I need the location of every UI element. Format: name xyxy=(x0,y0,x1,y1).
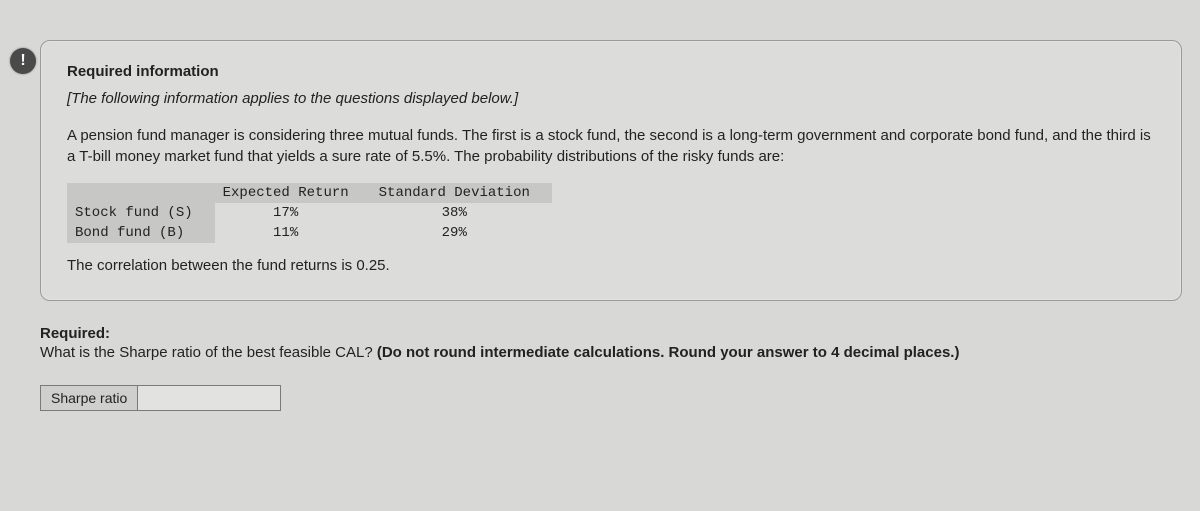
required-instruction: (Do not round intermediate calculations.… xyxy=(377,344,960,361)
required-label: Required: xyxy=(40,325,1182,342)
distribution-table: Expected Return Standard Deviation Stock… xyxy=(67,183,552,243)
info-heading: Required information xyxy=(67,63,1155,80)
row-er-bond: 11% xyxy=(215,223,371,243)
info-subheading: [The following information applies to th… xyxy=(67,90,1155,107)
row-sd-stock: 38% xyxy=(371,203,552,223)
row-label-bond: Bond fund (B) xyxy=(67,223,215,243)
info-icon-glyph: ! xyxy=(20,52,25,70)
info-box: Required information [The following info… xyxy=(40,40,1182,301)
row-er-stock: 17% xyxy=(215,203,371,223)
required-question: What is the Sharpe ratio of the best fea… xyxy=(40,342,1182,363)
row-label-stock: Stock fund (S) xyxy=(67,203,215,223)
table-row: Stock fund (S) 17% 38% xyxy=(67,203,552,223)
required-question-text: What is the Sharpe ratio of the best fea… xyxy=(40,344,377,361)
required-block: Required: What is the Sharpe ratio of th… xyxy=(40,325,1182,363)
table-header-row: Expected Return Standard Deviation xyxy=(67,183,552,203)
table-header-empty xyxy=(67,183,215,203)
answer-row: Sharpe ratio xyxy=(40,385,1182,411)
page-root: ! Required information [The following in… xyxy=(0,0,1200,511)
answer-label: Sharpe ratio xyxy=(40,385,138,411)
table-header-std-dev: Standard Deviation xyxy=(371,183,552,203)
table-row: Bond fund (B) 11% 29% xyxy=(67,223,552,243)
info-paragraph: A pension fund manager is considering th… xyxy=(67,125,1155,167)
info-icon: ! xyxy=(10,48,36,74)
correlation-text: The correlation between the fund returns… xyxy=(67,257,1155,274)
row-sd-bond: 29% xyxy=(371,223,552,243)
sharpe-ratio-input[interactable] xyxy=(138,385,281,411)
table-header-expected-return: Expected Return xyxy=(215,183,371,203)
